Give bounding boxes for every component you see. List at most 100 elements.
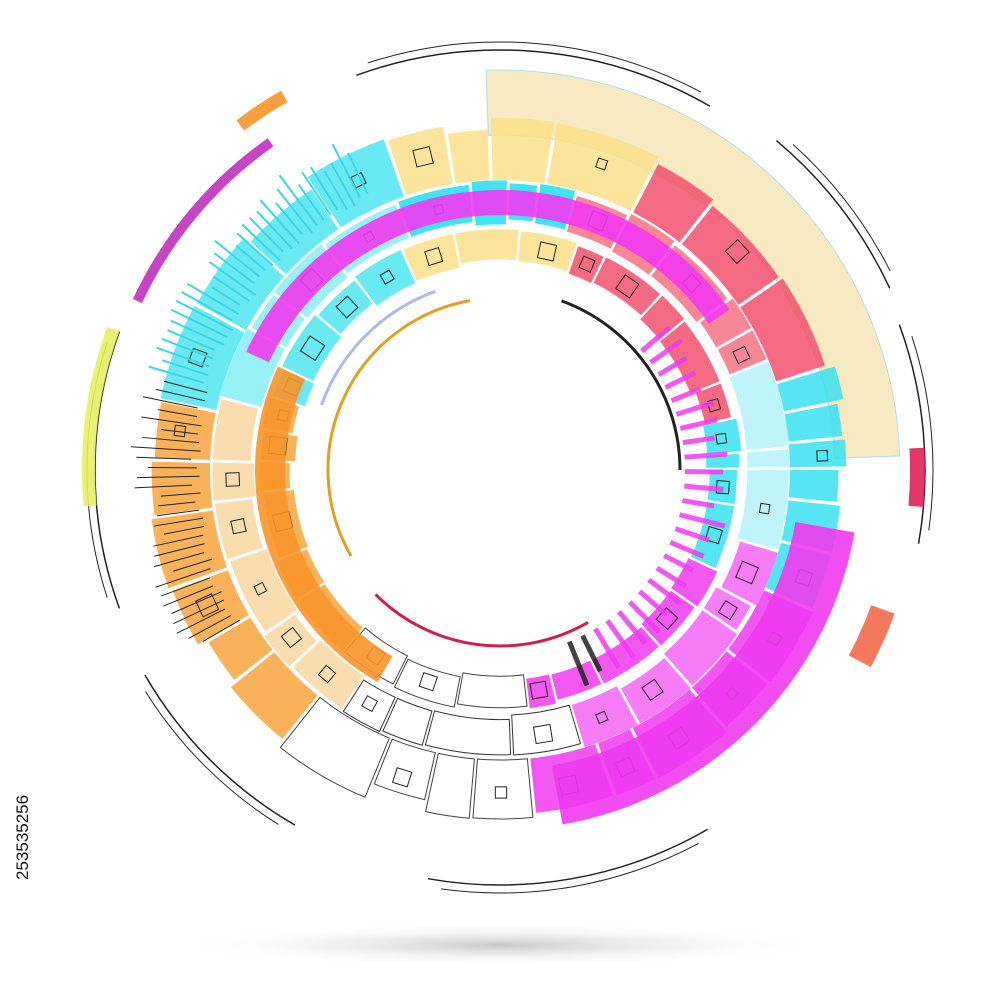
inner-tick: [655, 565, 688, 589]
small-square: [317, 664, 337, 684]
ring-segment: [230, 549, 298, 632]
tick: [188, 615, 231, 639]
ring-segment: [151, 510, 227, 589]
tick: [212, 275, 250, 302]
ring-segment: [788, 439, 847, 467]
small-square: [704, 525, 723, 545]
outline-arc: [441, 843, 699, 894]
tick: [211, 286, 241, 306]
inner-tick: [580, 634, 603, 673]
accent-bar: [848, 605, 895, 668]
ring-segment: [784, 403, 843, 442]
ring-segment: [740, 278, 825, 382]
small-square: [299, 335, 326, 362]
inner-arc: [561, 299, 682, 471]
tick: [236, 232, 274, 267]
ring-segment: [551, 660, 602, 700]
small-square: [706, 397, 722, 413]
small-square: [717, 600, 738, 621]
ring-segment: [212, 399, 259, 461]
inner-tick: [640, 325, 672, 353]
ring-segment: [641, 590, 695, 646]
outline-arc: [367, 41, 702, 93]
ring-segment: [160, 305, 245, 410]
small-square: [529, 680, 549, 700]
accent-bar: [908, 447, 925, 508]
accent-bar: [82, 327, 120, 507]
ring-segment: [526, 674, 557, 709]
tick: [241, 223, 281, 262]
ring-segment: [721, 541, 778, 606]
inner-tick: [637, 589, 667, 616]
ring-segment: [307, 139, 404, 228]
ring-segment: [690, 502, 735, 569]
outline-arc: [94, 331, 121, 609]
tick: [347, 152, 369, 195]
floor-shadow: [170, 923, 830, 967]
tick: [130, 446, 201, 452]
inner-tick: [647, 578, 682, 606]
ring-segment: [447, 129, 490, 184]
ring-segment: [279, 696, 391, 798]
inner-tick: [684, 451, 728, 460]
tick: [162, 359, 209, 377]
ring-segment: [403, 234, 460, 282]
tick: [137, 475, 200, 479]
ring-segment: [511, 704, 582, 756]
ring-segment: [681, 205, 779, 305]
ring-segment: [208, 617, 273, 680]
tick: [156, 509, 200, 517]
ring-segment: [373, 738, 436, 801]
ring-segment: [518, 231, 577, 272]
inner-tick: [566, 640, 590, 687]
inner-arc: [320, 290, 436, 406]
inner-tick: [682, 435, 715, 446]
inner-tick: [679, 417, 718, 431]
tick: [142, 436, 200, 444]
small-square: [173, 424, 187, 438]
ring-segment: [355, 249, 416, 306]
ring-segment: [342, 679, 396, 733]
tick: [259, 199, 300, 245]
small-square: [578, 255, 596, 273]
tick: [153, 517, 204, 527]
ring-segment: [663, 610, 738, 686]
tick: [248, 217, 285, 253]
outline-arc: [911, 336, 934, 531]
ring-segment: [703, 418, 742, 454]
stock-id: 253535256: [13, 795, 32, 880]
tick: [148, 365, 205, 384]
small-square: [391, 767, 413, 788]
inner-tick: [593, 627, 621, 670]
ring-segment: [424, 710, 512, 756]
ring-segment: [212, 462, 256, 501]
tick: [256, 210, 293, 250]
accent-bar: [236, 90, 288, 131]
inner-tick: [664, 370, 697, 390]
ring-segment: [640, 295, 685, 340]
inner-tick: [657, 355, 688, 377]
tick: [278, 174, 318, 226]
ring-segment: [700, 298, 752, 348]
ring-segment: [717, 330, 767, 375]
small-square: [595, 710, 609, 725]
ring-segment: [424, 752, 475, 819]
tick: [161, 429, 198, 435]
inner-tick: [617, 610, 648, 646]
ring-segment: [571, 686, 638, 748]
small-square: [225, 472, 241, 487]
inner-tick: [674, 526, 710, 543]
ring-segment: [318, 280, 373, 334]
small-square: [253, 581, 268, 596]
tick: [186, 282, 239, 315]
inner-arc: [374, 593, 589, 648]
tick: [173, 558, 212, 572]
ring-segment: [282, 315, 342, 381]
outline-arc: [792, 144, 891, 272]
small-square: [335, 295, 359, 319]
small-square: [195, 593, 220, 618]
ring-segment: [737, 470, 789, 550]
outline-arc: [427, 828, 708, 886]
ring-segment: [788, 470, 839, 502]
